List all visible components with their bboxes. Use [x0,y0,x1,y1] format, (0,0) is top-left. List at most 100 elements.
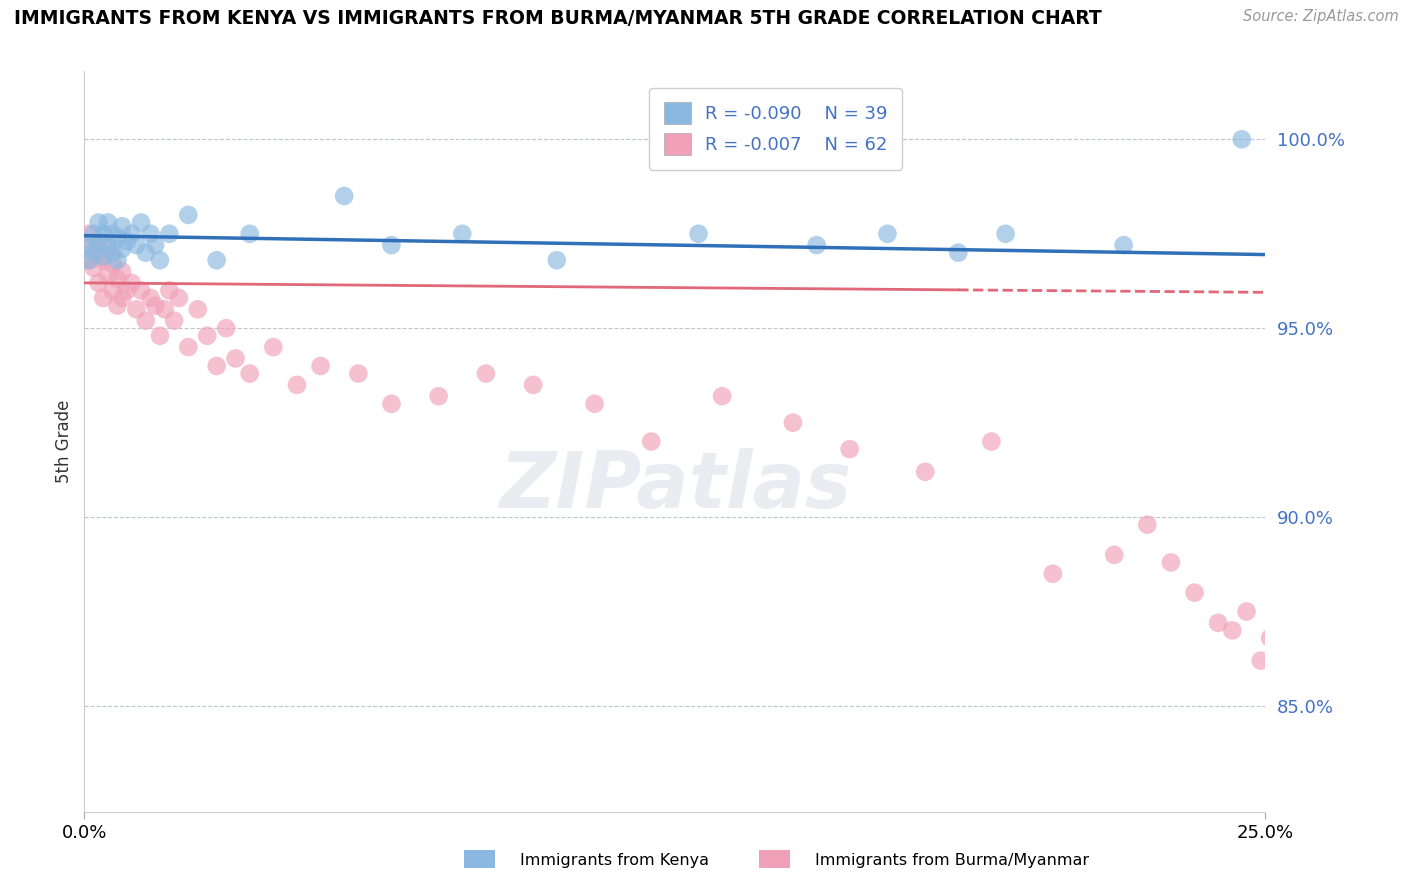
Point [1230,132,1253,146]
Point [1206,615,1229,630]
Point [101,245,124,260]
Text: IMMIGRANTS FROM KENYA VS IMMIGRANTS FROM BURMA/MYANMAR 5TH GRADE CORRELATION CHA: IMMIGRANTS FROM KENYA VS IMMIGRANTS FROM… [14,9,1102,28]
Point [546,253,568,268]
Point [139,227,162,241]
Point [876,227,898,241]
Point [475,367,498,381]
Point [262,340,284,354]
Point [115,284,138,298]
Point [111,291,134,305]
Point [782,416,804,430]
Point [239,227,262,241]
Point [1102,548,1125,562]
Point [77,238,100,252]
Text: Immigrants from Burma/Myanmar: Immigrants from Burma/Myanmar [815,854,1090,868]
Point [97,242,120,256]
Text: Immigrants from Kenya: Immigrants from Kenya [520,854,709,868]
Text: ZIPatlas: ZIPatlas [499,448,851,524]
Point [205,253,228,268]
Point [838,442,860,456]
Point [101,284,124,298]
Point [135,313,157,327]
Point [1112,238,1135,252]
Point [177,208,200,222]
Point [83,245,105,260]
Point [239,367,262,381]
Point [1278,578,1301,592]
Point [83,227,105,241]
Point [1220,624,1243,638]
Legend: R = -0.090    N = 39, R = -0.007    N = 62: R = -0.090 N = 39, R = -0.007 N = 62 [650,87,903,169]
Point [107,272,129,286]
Point [157,284,180,298]
Point [87,245,110,260]
Y-axis label: 5th Grade: 5th Grade [55,400,73,483]
Point [806,238,828,252]
Point [91,227,114,241]
Point [129,284,152,298]
Point [285,377,308,392]
Point [91,250,114,264]
Point [347,367,370,381]
Point [87,215,110,229]
Point [115,235,138,249]
Point [97,268,120,283]
Point [948,245,970,260]
Point [1042,566,1064,581]
Point [163,313,186,327]
Point [77,253,100,268]
Point [111,264,134,278]
Point [994,227,1017,241]
Point [101,257,124,271]
Point [688,227,710,241]
Point [97,238,120,252]
Point [157,227,180,241]
Point [111,219,134,234]
Point [153,302,176,317]
Point [87,276,110,290]
Point [215,321,238,335]
Point [77,227,100,241]
Point [1250,654,1272,668]
Point [111,242,134,256]
Point [1268,593,1291,607]
Point [333,189,356,203]
Point [107,253,129,268]
Point [309,359,332,373]
Point [149,328,172,343]
Point [914,465,936,479]
Point [121,276,143,290]
Point [83,260,105,275]
Point [225,351,247,366]
Point [380,397,402,411]
Point [177,340,200,354]
Point [583,397,606,411]
Point [1136,517,1159,532]
Point [107,299,129,313]
Point [1160,556,1182,570]
Point [97,215,120,229]
Point [125,238,148,252]
Point [149,253,172,268]
Point [107,230,129,244]
Text: Source: ZipAtlas.com: Source: ZipAtlas.com [1243,9,1399,24]
Point [980,434,1002,449]
Point [139,291,162,305]
Point [129,215,152,229]
Point [1236,605,1258,619]
Point [711,389,734,403]
Point [77,253,100,268]
Point [101,227,124,241]
Point [135,245,157,260]
Point [91,253,114,268]
Point [640,434,662,449]
Point [87,235,110,249]
Point [522,377,544,392]
Point [205,359,228,373]
Point [195,328,218,343]
Point [143,238,166,252]
Point [427,389,450,403]
Point [451,227,474,241]
Point [125,302,148,317]
Point [91,291,114,305]
